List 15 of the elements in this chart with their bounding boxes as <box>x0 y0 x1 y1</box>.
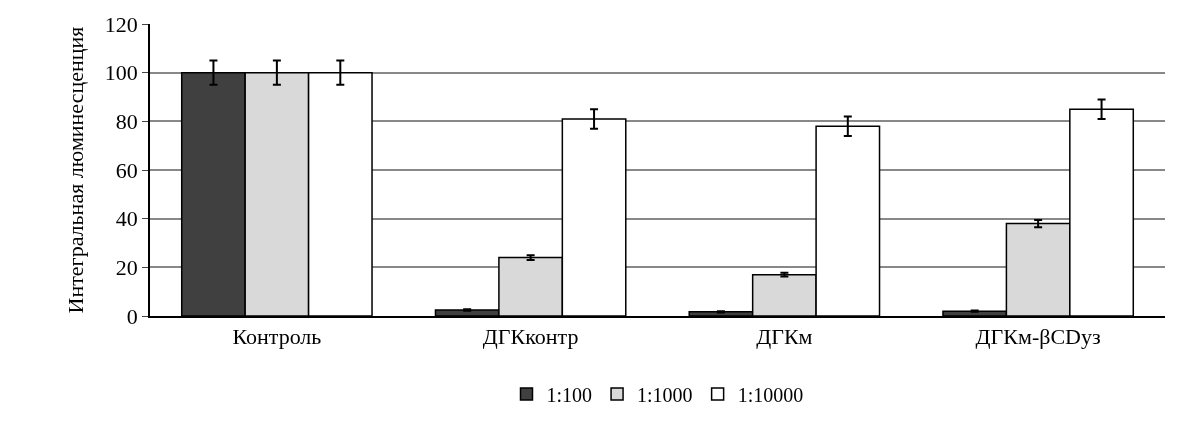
y-tick-label: 120 <box>104 11 138 37</box>
x-tick-label: ДГКм-βCDуз <box>975 324 1101 350</box>
y-tick-label: 40 <box>115 206 138 232</box>
y-axis-title: Интегральная люминесценция <box>63 26 89 314</box>
y-tick-label: 60 <box>115 157 138 183</box>
y-tick-label: 20 <box>115 255 138 281</box>
y-tick-label: 100 <box>104 60 138 86</box>
legend-label: 1:10000 <box>737 383 804 406</box>
y-tick-label: 0 <box>126 303 138 329</box>
x-tick-label: Контроль <box>232 324 322 350</box>
legend-label: 1:100 <box>546 383 593 406</box>
x-tick-label: ДГКконтр <box>482 324 579 350</box>
legend-label: 1:1000 <box>637 383 693 406</box>
y-tick-label: 80 <box>115 109 138 135</box>
x-tick-label: ДГКм <box>756 324 813 350</box>
